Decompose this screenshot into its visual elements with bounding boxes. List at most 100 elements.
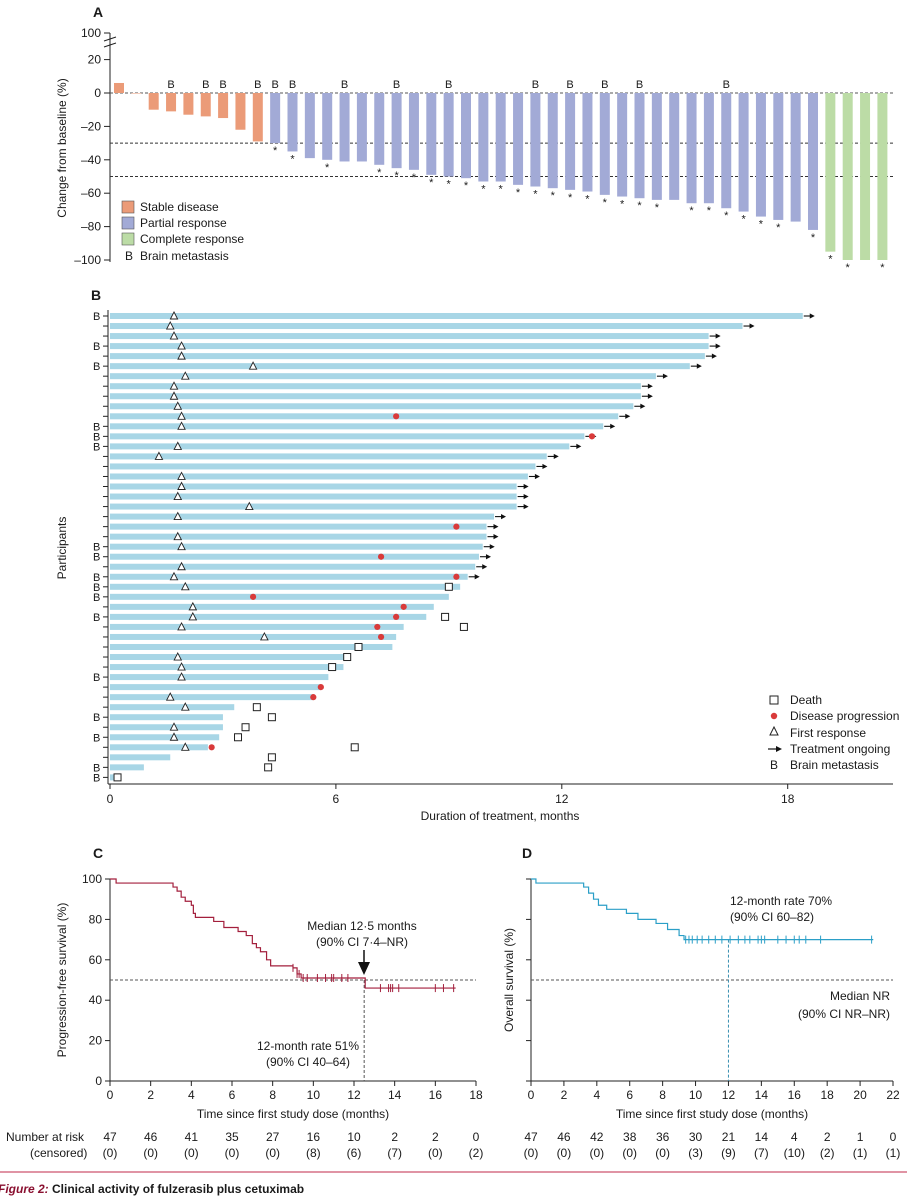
at-risk-count: 41 (185, 1130, 199, 1144)
death-marker (113, 773, 122, 782)
first-response-marker (173, 441, 183, 450)
at-risk-count: 4 (791, 1130, 798, 1144)
y-tick-label: 40 (89, 993, 103, 1007)
waterfall-bar (183, 93, 194, 115)
brain-metastasis-mark: B (254, 79, 261, 91)
ongoing-arrowhead (501, 514, 507, 520)
swimmer-y-title: Participants (55, 517, 69, 580)
ongoing-arrowhead (625, 413, 631, 419)
progression-marker (374, 623, 381, 631)
confirmed-response-mark: * (759, 219, 764, 231)
pfs-rate-label: 12-month rate 51% (257, 1039, 359, 1053)
ongoing-arrowhead (715, 333, 721, 339)
ongoing-arrowhead (485, 554, 491, 560)
treatment-bar (110, 413, 619, 420)
os-panel: D 0 2 4 6 8 10 12 14 16 18 20 22 12-month rate 70% … (502, 845, 900, 1160)
at-risk-count: 2 (432, 1130, 439, 1144)
progression-marker (317, 684, 324, 691)
waterfall-bar (270, 93, 281, 144)
x-tick-label: 14 (755, 1088, 769, 1102)
first-response-marker (173, 401, 183, 410)
pfs-y-title: Progression-free survival (%) (55, 903, 69, 1058)
confirmed-response-mark: * (290, 153, 295, 165)
panel-b-letter: B (91, 287, 101, 303)
ongoing-arrowhead (493, 534, 499, 540)
legend-ongoing-arrowhead (776, 746, 782, 752)
censored-count: (0) (103, 1146, 118, 1160)
waterfall-bar (495, 93, 506, 182)
treatment-bar (110, 443, 570, 450)
first-response-marker (177, 541, 186, 551)
os-ticks: 0 2 4 6 8 10 12 14 16 18 20 22 (526, 878, 900, 1102)
ongoing-arrowhead (493, 524, 499, 530)
ongoing-arrowhead (647, 383, 653, 389)
confirmed-response-mark: * (689, 205, 694, 217)
brain-metastasis-mark: B (393, 79, 400, 91)
progression-marker (453, 573, 460, 580)
waterfall-panel: A 100 20 0 –20 –40 –60 –80 –100 Change from bas… (55, 4, 893, 274)
treatment-bar (110, 533, 487, 540)
death-marker (444, 582, 453, 591)
treatment-bar (110, 363, 690, 370)
legend-first-response: First response (790, 726, 866, 740)
confirmed-response-mark: * (481, 184, 486, 196)
censored-count: (0) (143, 1146, 158, 1160)
confirmed-response-mark: * (412, 172, 417, 184)
legend-brain-symbol: B (125, 249, 133, 263)
treatment-bar (110, 684, 321, 691)
confirmed-response-mark: * (325, 162, 330, 174)
waterfall-y-tick-label: –40 (81, 153, 101, 167)
x-tick-label: 6 (626, 1088, 633, 1102)
progression-marker (453, 523, 460, 530)
x-tick-label: 16 (429, 1088, 443, 1102)
confirmed-response-mark: * (846, 262, 851, 274)
legend-partial: Partial response (140, 216, 227, 230)
waterfall-bar (356, 93, 367, 162)
caption-label: Figure 2: (0, 1182, 49, 1196)
confirmed-response-mark: * (603, 197, 608, 209)
x-tick-label: 18 (821, 1088, 835, 1102)
treatment-bar (110, 764, 144, 771)
ongoing-arrowhead (489, 544, 495, 550)
confirmed-response-mark: * (394, 170, 399, 182)
at-risk-count: 0 (473, 1130, 480, 1144)
treatment-bar (110, 333, 709, 340)
confirmed-response-mark: * (828, 254, 833, 266)
waterfall-bar (252, 93, 263, 142)
first-response-marker (154, 451, 164, 460)
treatment-bar (110, 593, 449, 600)
death-marker (252, 703, 261, 712)
confirmed-response-mark: * (776, 222, 781, 234)
at-risk-count: 36 (656, 1130, 670, 1144)
swimmer-x-title: Duration of treatment, months (421, 809, 580, 823)
at-risk-count: 16 (307, 1130, 321, 1144)
waterfall-bar (374, 93, 385, 165)
brain-metastasis-mark: B (93, 592, 100, 604)
panel-a-letter: A (93, 4, 103, 20)
progression-marker (208, 744, 215, 751)
waterfall-bar (530, 93, 541, 187)
pfs-rate-ci: (90% CI 40–64) (266, 1055, 350, 1069)
brain-metastasis-mark: B (93, 441, 100, 453)
death-marker (354, 642, 363, 651)
at-risk-count: 47 (103, 1130, 117, 1144)
censored-count: (2) (469, 1146, 484, 1160)
brain-metastasis-mark: B (202, 79, 209, 91)
risk-table-censored-title: (censored) (30, 1146, 87, 1160)
at-risk-count: 46 (557, 1130, 571, 1144)
censored-count: (0) (589, 1146, 604, 1160)
first-response-marker (177, 561, 186, 571)
x-tick-label: 10 (307, 1088, 321, 1102)
treatment-bar (110, 664, 344, 671)
waterfall-bar (634, 93, 645, 199)
censored-count: (3) (688, 1146, 703, 1160)
waterfall-y-tick-label: –60 (81, 186, 101, 200)
confirmed-response-mark: * (429, 177, 434, 189)
treatment-bar (110, 323, 743, 330)
waterfall-bar (617, 93, 628, 197)
censored-count: (1) (886, 1146, 901, 1160)
treatment-bar (110, 433, 585, 440)
first-response-marker (260, 631, 269, 641)
pfs-median-label: Median 12·5 months (307, 919, 416, 933)
